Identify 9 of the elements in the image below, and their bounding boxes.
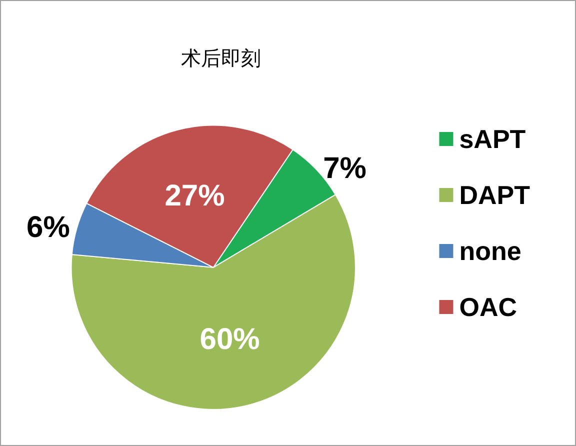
data-label: 27% [164, 179, 225, 212]
legend-label: sAPT [459, 124, 526, 154]
legend-label: none [459, 236, 522, 266]
chart-title: 术后即刻 [181, 46, 261, 70]
legend-label: OAC [459, 292, 518, 322]
legend-label: DAPT [459, 180, 530, 210]
data-label: 7% [323, 152, 366, 185]
data-label: 6% [26, 211, 70, 244]
data-label: 60% [200, 323, 260, 356]
